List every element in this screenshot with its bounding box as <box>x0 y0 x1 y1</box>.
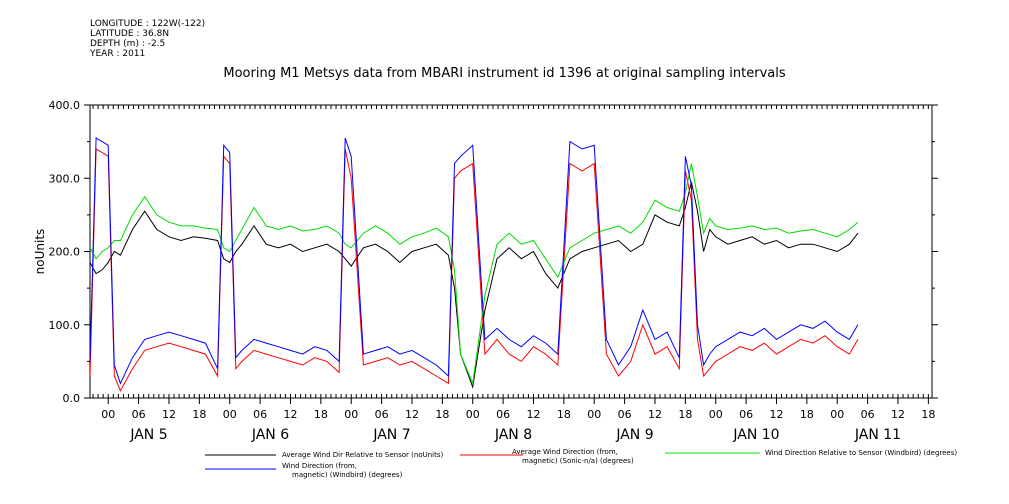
x-tick-label: 00 <box>709 408 723 421</box>
x-day-label: JAN 5 <box>129 427 167 443</box>
x-tick-label: 00 <box>101 408 115 421</box>
series-line-4 <box>90 137 859 385</box>
x-tick-label: 00 <box>830 408 844 421</box>
x-tick-label: 12 <box>526 408 540 421</box>
x-tick-label: 00 <box>466 408 480 421</box>
meta-year: YEAR : 2011 <box>90 49 146 59</box>
x-tick-label: 06 <box>132 408 146 421</box>
legend-label-3: Wind Direction Relative to Sensor (Windb… <box>765 449 957 457</box>
meta-latitude: LATITUDE : 36.8N <box>90 29 170 39</box>
x-tick-label: 18 <box>921 408 935 421</box>
x-tick-label: 12 <box>162 408 176 421</box>
y-axis-label: noUnits <box>33 229 47 275</box>
x-tick-label: 06 <box>253 408 267 421</box>
x-day-label: JAN 10 <box>732 427 779 443</box>
x-tick-label: 06 <box>375 408 389 421</box>
meta-depth: DEPTH (m) : -2.5 <box>90 39 166 49</box>
x-day-label: JAN 9 <box>615 427 653 443</box>
x-tick-label: 18 <box>314 408 328 421</box>
x-day-label: JAN 11 <box>854 427 901 443</box>
series-line-2 <box>90 148 859 392</box>
series-line-3 <box>90 163 859 386</box>
x-tick-label: 00 <box>223 408 237 421</box>
legend-label-1: Average Wind Dir Relative to Sensor (noU… <box>282 451 443 459</box>
chart-title: Mooring M1 Metsys data from MBARI instru… <box>223 66 786 81</box>
legend-label-2: Average Wind Direction (from, <box>512 448 618 456</box>
x-tick-label: 00 <box>587 408 601 421</box>
x-day-label: JAN 7 <box>372 427 410 443</box>
x-tick-label: 18 <box>435 408 449 421</box>
x-tick-label: 18 <box>557 408 571 421</box>
x-tick-label: 18 <box>800 408 814 421</box>
metadata-block: LONGITUDE : 122W(-122) LATITUDE : 36.8N DE… <box>90 19 205 59</box>
x-tick-label: 12 <box>769 408 783 421</box>
plot-frame <box>89 104 933 399</box>
y-tick-label: 100.0 <box>49 319 81 332</box>
y-tick-label: 0.0 <box>63 392 81 405</box>
legend-label-4-line2: magnetic) (Windbird) (degrees) <box>292 471 403 479</box>
x-tick-label: 12 <box>283 408 297 421</box>
x-tick-label: 06 <box>496 408 510 421</box>
x-tick-label: 12 <box>405 408 419 421</box>
legend-label-2-line2: magnetic) (Sonic-n/a) (degrees) <box>522 457 634 465</box>
x-day-label: JAN 6 <box>251 427 289 443</box>
series-line-1 <box>90 181 859 389</box>
y-tick-label: 400.0 <box>49 99 81 112</box>
x-day-label: JAN 8 <box>494 427 532 443</box>
x-tick-label: 06 <box>618 408 632 421</box>
x-tick-label: 18 <box>192 408 206 421</box>
y-tick-label: 300.0 <box>49 172 81 185</box>
x-tick-label: 18 <box>678 408 692 421</box>
x-tick-label: 12 <box>891 408 905 421</box>
x-tick-label: 12 <box>648 408 662 421</box>
meta-longitude: LONGITUDE : 122W(-122) <box>90 19 206 29</box>
x-tick-label: 06 <box>861 408 875 421</box>
x-tick-label: 00 <box>344 408 358 421</box>
legend-label-4: Wind Direction (from, <box>282 462 357 470</box>
y-tick-label: 200.0 <box>49 246 81 259</box>
x-tick-label: 06 <box>739 408 753 421</box>
